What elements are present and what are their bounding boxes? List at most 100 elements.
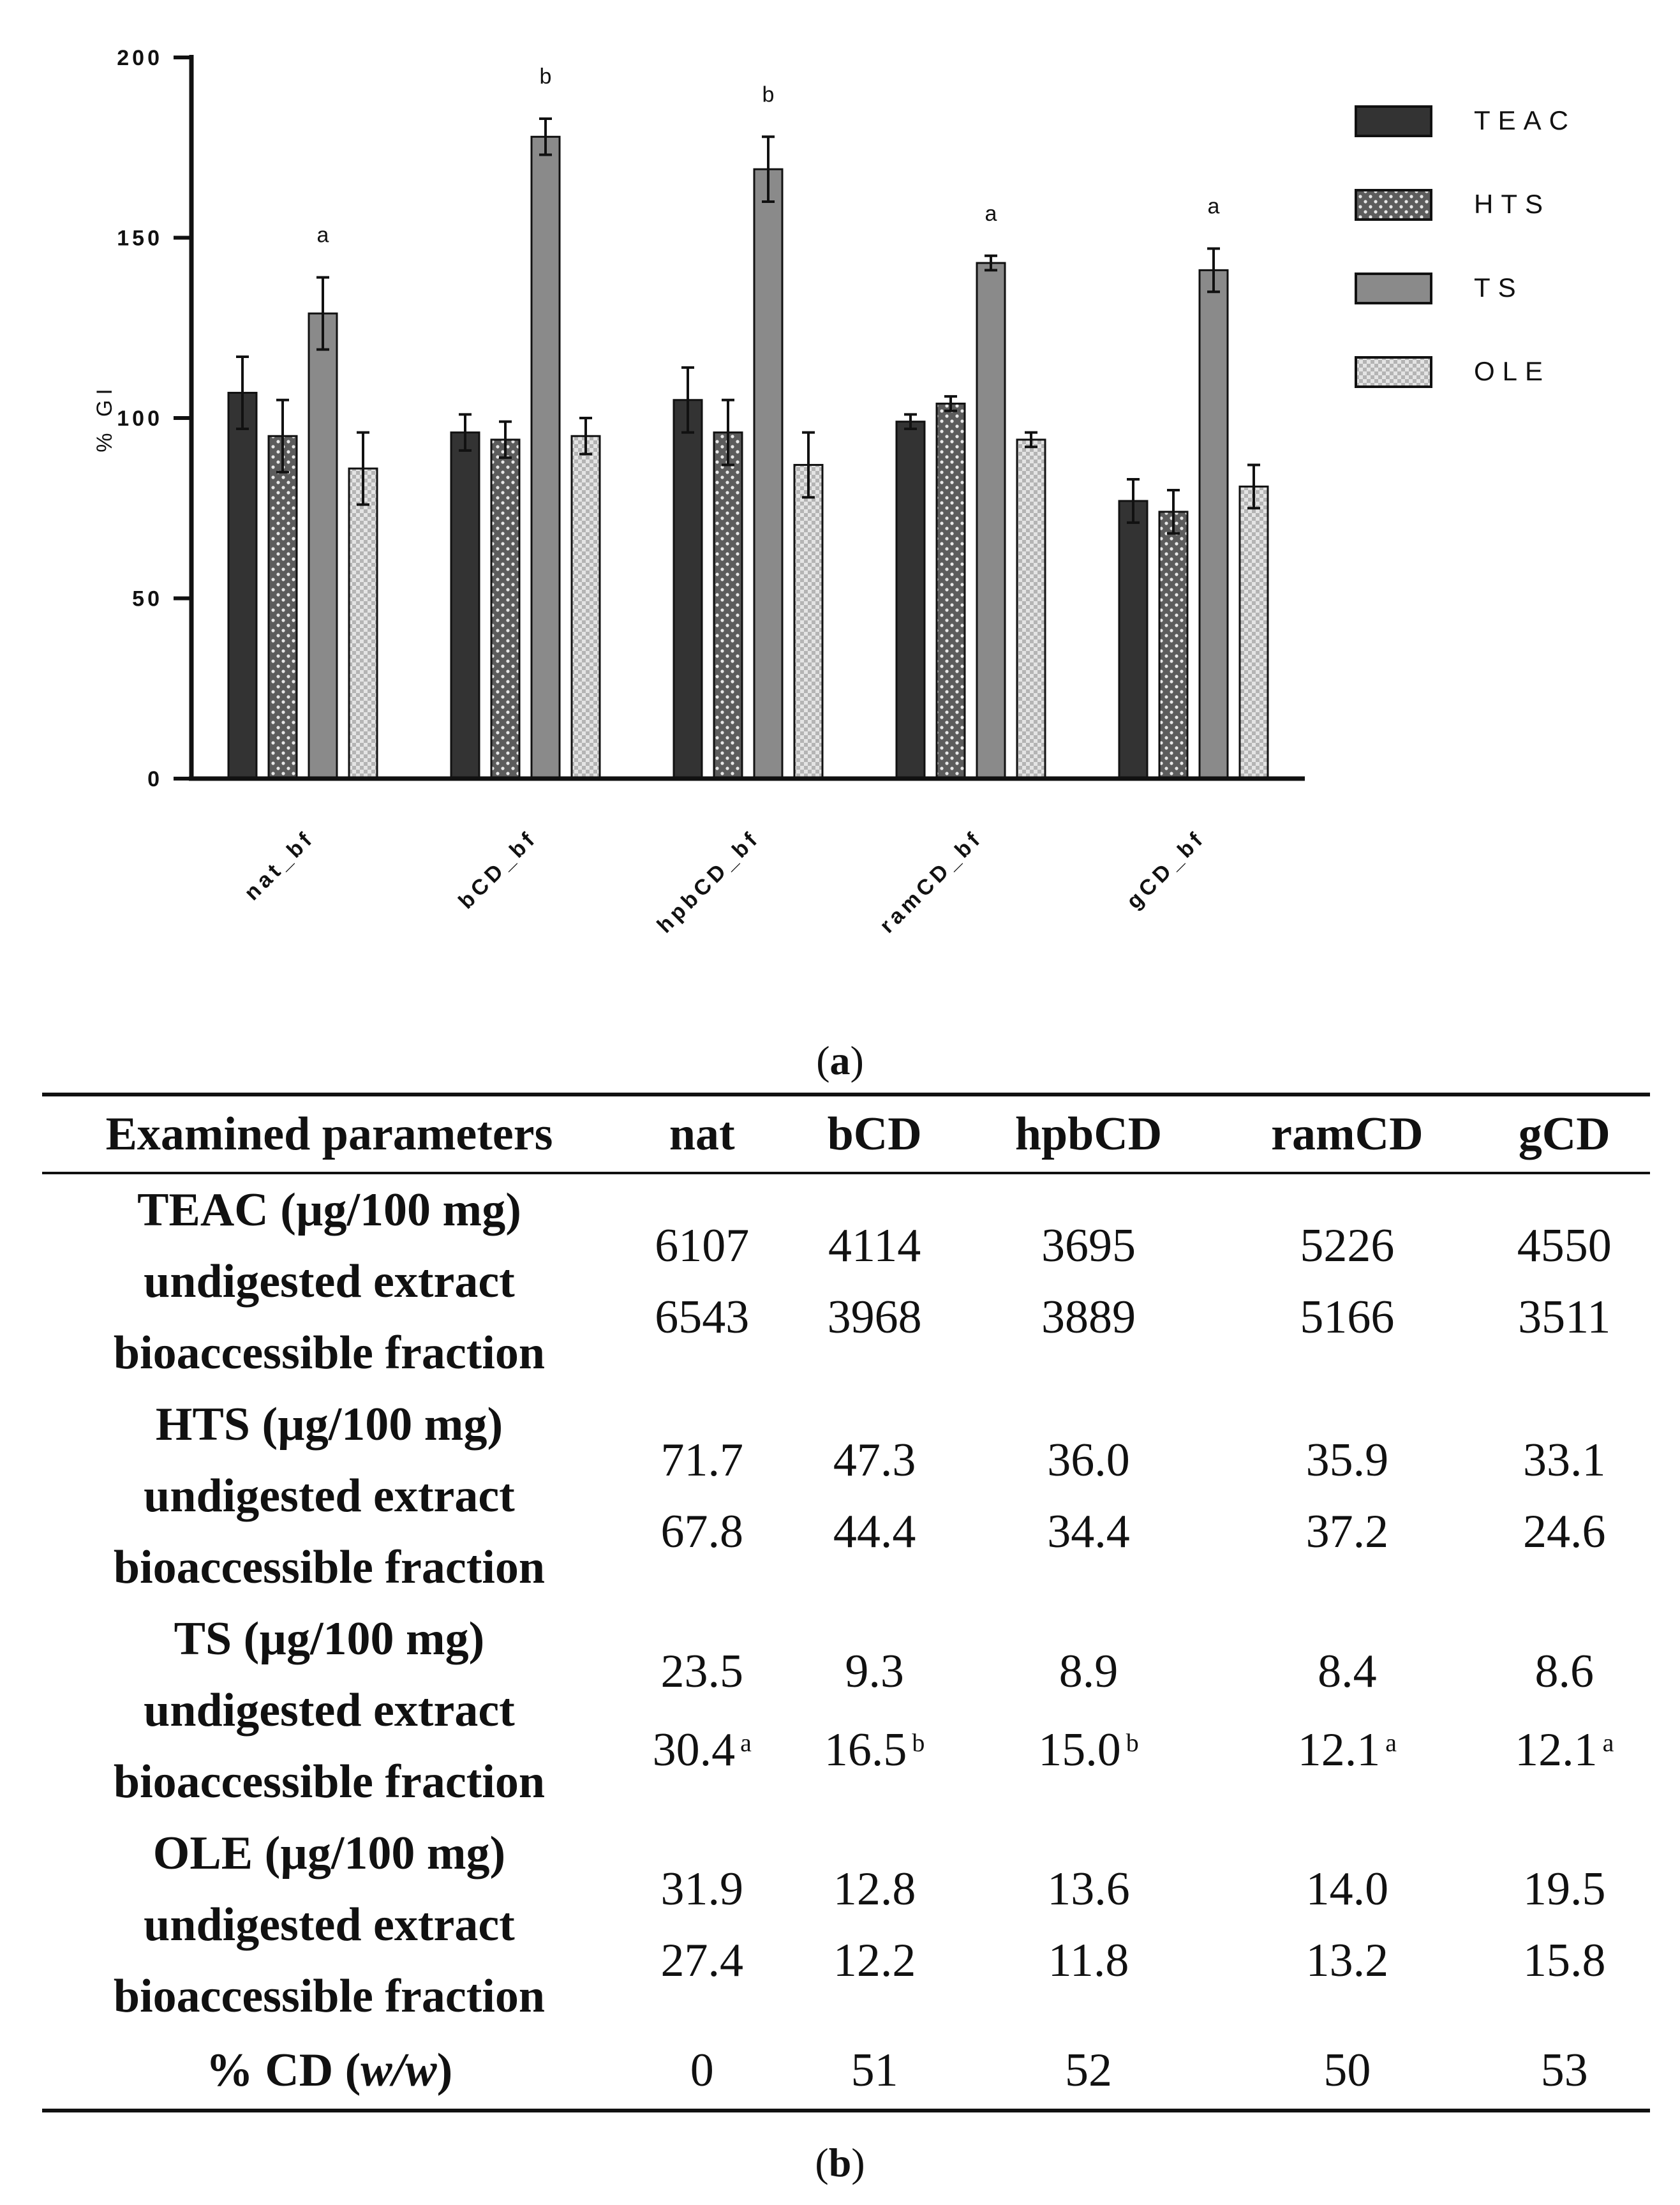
parameter-subrow: undigested extract: [144, 1255, 515, 1308]
panel-a-label: (a): [816, 1038, 864, 1083]
value-cell: 4114 3968: [788, 1173, 962, 1389]
value-cell: 12.8 12.2: [788, 1818, 962, 2032]
value-cell: 47.3 44.4: [788, 1389, 962, 1603]
bar-ole-hpbCD_bf: [793, 463, 824, 780]
bioaccessible-value: 11.8: [1048, 1934, 1129, 1987]
header-ramcd: ramCD: [1215, 1093, 1479, 1174]
cd-label-part: % CD (: [205, 2044, 361, 2097]
bioaccessible-value: 37.2: [1305, 1506, 1389, 1558]
bioaccessible-value: 5166: [1300, 1291, 1395, 1343]
legend-label-ts: TS: [1474, 273, 1524, 303]
legend-swatch-ts: [1355, 273, 1432, 304]
value-cell: 19.5 15.8: [1478, 1818, 1650, 2032]
undigested-value: 14.0: [1305, 1863, 1389, 1915]
bioaccessible-value: 15.8: [1522, 1934, 1606, 1987]
value-cell: 33.1 24.6: [1478, 1389, 1650, 1603]
cd-value-cell: 53: [1478, 2032, 1650, 2112]
bar-hts-nat_bf: [267, 435, 298, 780]
bioaccessible-value: 12.1 a: [1297, 1723, 1397, 1776]
parameter-subrow: undigested extract: [144, 1470, 515, 1522]
results-table: Examined parameters nat bCD hpbCD ramCD …: [42, 1093, 1650, 2112]
y-tick-label: 150: [117, 227, 163, 251]
parameter-title: HTS (µg/100 mg): [155, 1398, 503, 1451]
y-tick-label: 0: [147, 767, 163, 791]
y-tick-label: 50: [132, 587, 163, 611]
value-cell: 71.7 67.8: [616, 1389, 788, 1603]
value-cell: 36.0 34.4: [962, 1389, 1215, 1603]
parameter-subrow: bioaccessible fraction: [113, 1970, 546, 2022]
legend-swatch-hts: [1355, 189, 1432, 221]
legend-label-hts: HTS: [1474, 189, 1550, 219]
bioaccessible-value: 12.1 a: [1515, 1723, 1614, 1776]
bioaccessible-value: 13.2: [1305, 1934, 1389, 1987]
table-row: HTS (µg/100 mg) undigested extract bioacce…: [42, 1389, 1650, 1603]
row-label: TS (µg/100 mg) undigested extract bioacces…: [42, 1603, 616, 1818]
parameter-subrow: undigested extract: [144, 1684, 515, 1737]
header-gcd: gCD: [1478, 1093, 1650, 1174]
bar-ole-ramCD_bf: [1016, 438, 1046, 780]
significance-letter: a: [1602, 1728, 1614, 1757]
bar-ole-gCD_bf: [1238, 485, 1269, 780]
bioaccessible-value: 3968: [827, 1291, 922, 1343]
parameter-title: TS (µg/100 mg): [174, 1613, 485, 1665]
bioaccessible-value: 24.6: [1522, 1506, 1606, 1558]
legend-swatch-teac: [1355, 105, 1432, 137]
legend: TEAC HTS TS OLE: [1355, 105, 1576, 388]
undigested-value: 19.5: [1522, 1863, 1606, 1915]
value-cell: 4550 3511: [1478, 1173, 1650, 1389]
table-row: TEAC (µg/100 mg) undigested extract bioacc…: [42, 1173, 1650, 1389]
legend-swatch-ole: [1355, 356, 1432, 388]
parameter-subrow: bioaccessible fraction: [113, 1327, 546, 1379]
undigested-value: 12.8: [833, 1863, 916, 1915]
undigested-value: 35.9: [1305, 1434, 1389, 1486]
undigested-value: 3695: [1041, 1220, 1136, 1272]
cd-label-part: w/w: [361, 2044, 437, 2097]
annotation-nat_bf: a: [317, 223, 329, 248]
significance-letter: a: [740, 1728, 752, 1757]
value-cell: 8.4 12.1 a: [1215, 1603, 1478, 1818]
x-tick-label-gCD_bf: gCD_bf: [1122, 826, 1210, 914]
x-tick-label-ramCD_bf: ramCD_bf: [875, 826, 987, 938]
significance-letter: b: [912, 1728, 925, 1757]
undigested-value: 33.1: [1522, 1434, 1606, 1486]
x-tick-label-bCD_bf: bCD_bf: [454, 826, 542, 914]
bar-hts-hpbCD_bf: [713, 431, 743, 780]
bar-chart: a b b a a nat_bf bCD_bf hpbCD_bf ramCD_bf gCD_bf…: [93, 46, 1576, 938]
cd-value-cell: 0: [616, 2032, 788, 2112]
bar-hts-bCD_bf: [490, 438, 521, 780]
row-label: HTS (µg/100 mg) undigested extract bioacce…: [42, 1389, 616, 1603]
row-label: TEAC (µg/100 mg) undigested extract bioacc…: [42, 1173, 616, 1389]
value-cell: 6107 6543: [616, 1173, 788, 1389]
bar-teac-bCD_bf: [450, 431, 480, 780]
cd-value-cell: 50: [1215, 2032, 1479, 2112]
bar-ts-nat_bf: [308, 312, 338, 780]
parameter-subrow: undigested extract: [144, 1899, 515, 1951]
undigested-value: 31.9: [660, 1863, 744, 1915]
bioaccessible-value: 44.4: [833, 1506, 916, 1558]
value-cell: 14.0 13.2: [1215, 1818, 1478, 2032]
value-cell: 5226 5166: [1215, 1173, 1478, 1389]
undigested-value: 5226: [1300, 1220, 1395, 1272]
bar-hts-ramCD_bf: [935, 402, 966, 780]
undigested-value: 4550: [1517, 1220, 1612, 1272]
table-header-row: Examined parameters nat bCD hpbCD ramCD …: [42, 1093, 1650, 1174]
value-cell: 3695 3889: [962, 1173, 1215, 1389]
row-label: OLE (µg/100 mg) undigested extract bioacce…: [42, 1818, 616, 2032]
cd-row-label: % CD (w/w): [42, 2032, 616, 2112]
header-nat: nat: [616, 1093, 788, 1174]
parameter-title: TEAC (µg/100 mg): [137, 1184, 521, 1236]
legend-label-teac: TEAC: [1474, 105, 1576, 135]
value-cell: 9.3 16.5 b: [788, 1603, 962, 1818]
parameter-title: OLE (µg/100 mg): [152, 1827, 506, 1880]
header-parameters: Examined parameters: [42, 1093, 616, 1174]
bioaccessible-value: 6543: [655, 1291, 750, 1343]
table-row: TS (µg/100 mg) undigested extract bioacces…: [42, 1603, 1650, 1818]
significance-letter: b: [1126, 1728, 1139, 1757]
undigested-value: 6107: [655, 1220, 750, 1272]
x-tick-label-nat_bf: nat_bf: [240, 826, 319, 905]
bar-teac-ramCD_bf: [895, 421, 926, 780]
value-cell: 23.5 30.4 a: [616, 1603, 788, 1818]
bar-ts-ramCD_bf: [976, 262, 1006, 780]
bioaccessible-value: 34.4: [1047, 1506, 1130, 1558]
bioaccessible-value: 16.5 b: [824, 1723, 925, 1776]
